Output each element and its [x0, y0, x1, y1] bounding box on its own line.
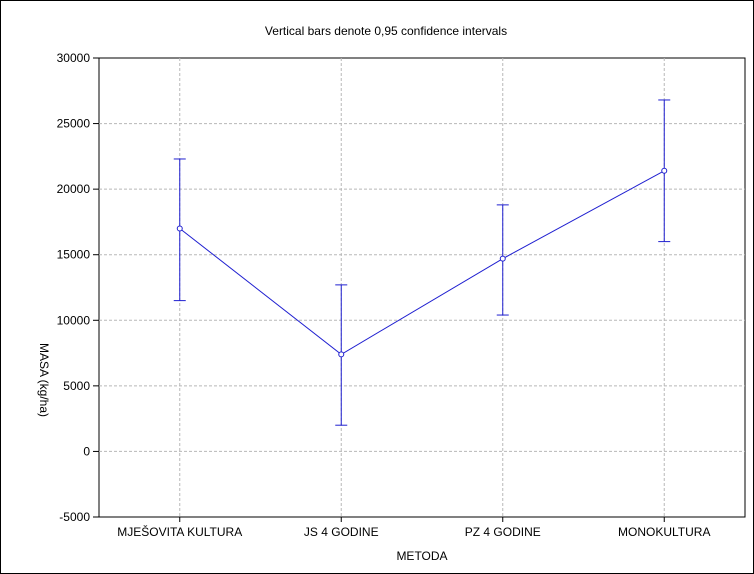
data-point	[338, 351, 345, 358]
x-tick-label: JS 4 GODINE	[304, 525, 379, 539]
y-tick-label: 5000	[63, 379, 90, 393]
data-point	[499, 255, 506, 262]
chart-title: Vertical bars denote 0,95 confidence int…	[265, 24, 507, 38]
y-tick-label: 20000	[57, 182, 91, 196]
grid	[99, 58, 745, 517]
y-tick-label: 15000	[57, 248, 91, 262]
y-tick-label: 0	[83, 444, 90, 458]
y-axis-ticks: -5000 0 5000 10000 15000 20000 25000 30000	[57, 51, 99, 524]
series-line	[179, 170, 665, 355]
series	[173, 99, 671, 426]
plot-area	[98, 57, 746, 518]
x-axis-ticks: MJEŠOVITA KULTURA JS 4 GODINE PZ 4 GODINE M…	[117, 517, 710, 539]
y-axis-title: MASA (kg/ha)	[37, 343, 51, 417]
x-tick-label: PZ 4 GODINE	[465, 525, 541, 539]
y-tick-label: 10000	[57, 313, 91, 327]
x-tick-label: MONOKULTURA	[618, 525, 710, 539]
y-tick-label: 30000	[57, 51, 91, 65]
x-axis-title: METODA	[396, 549, 447, 563]
y-tick-label: -5000	[59, 510, 90, 524]
y-tick-label: 25000	[57, 117, 91, 131]
x-tick-label: MJEŠOVITA KULTURA	[117, 524, 242, 539]
data-point	[176, 225, 183, 232]
data-point	[661, 167, 668, 174]
